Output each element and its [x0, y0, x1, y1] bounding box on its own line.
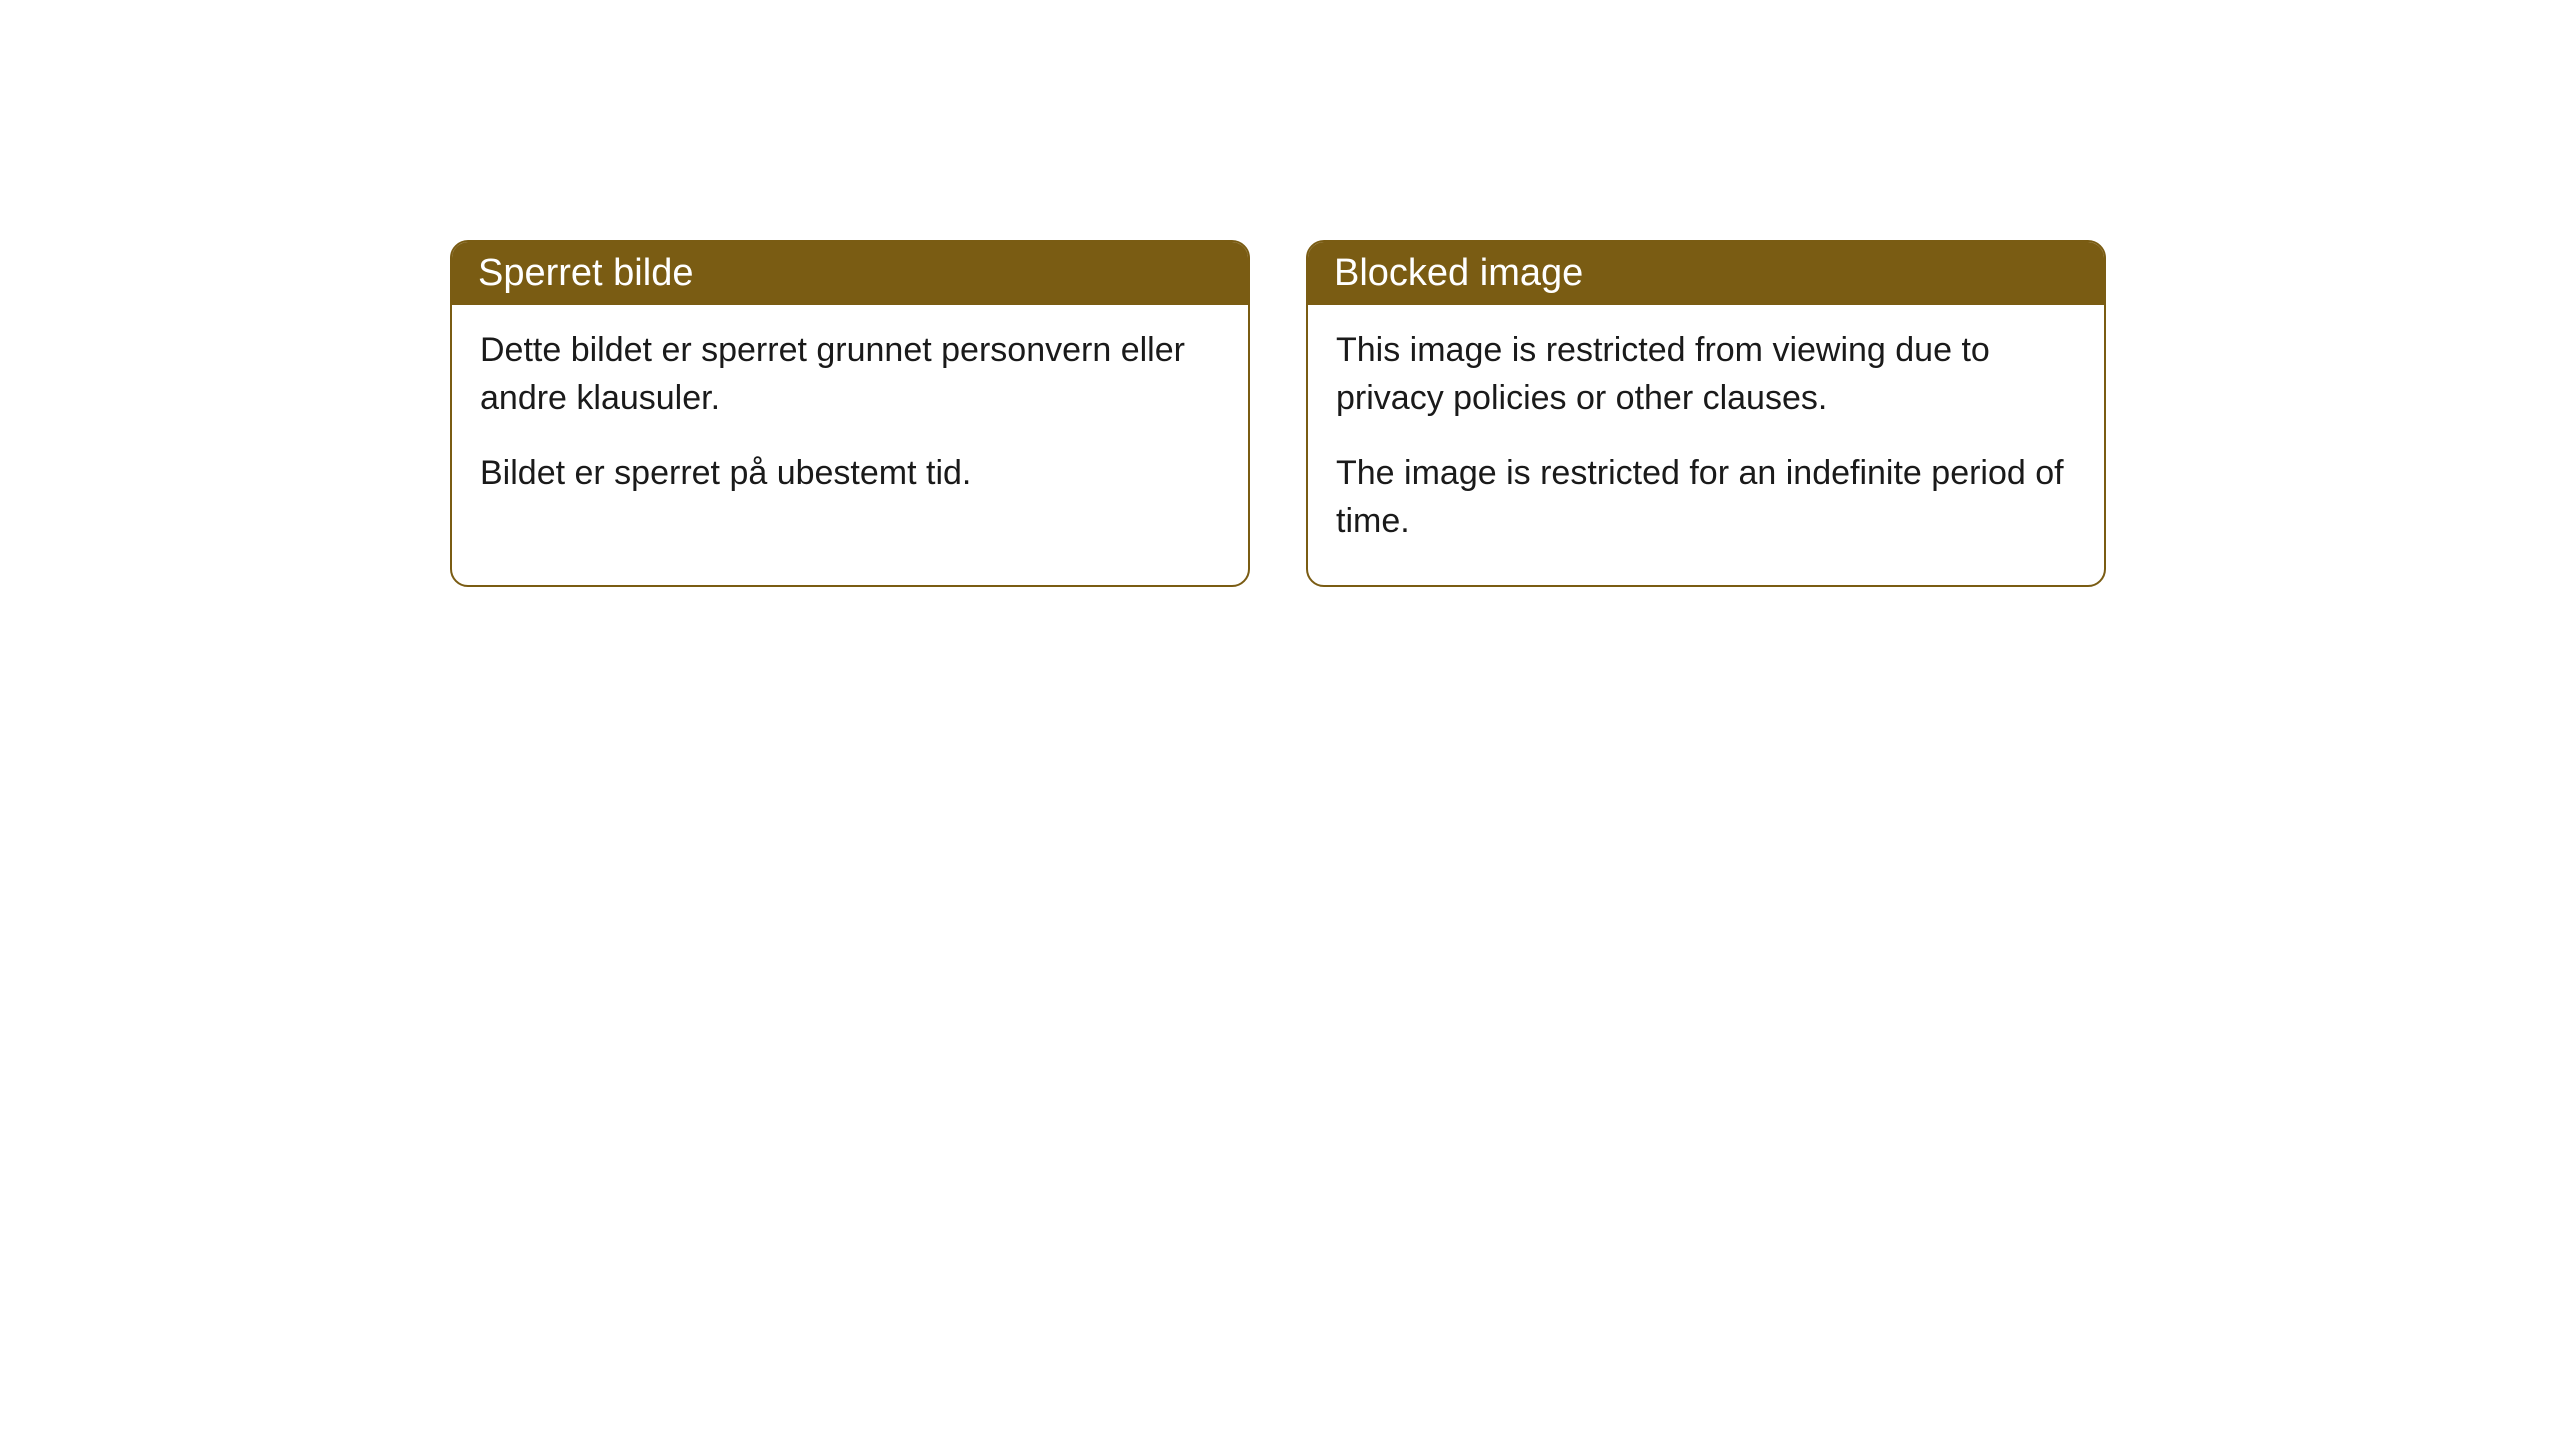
card-paragraph-1: Dette bildet er sperret grunnet personve… — [480, 327, 1220, 422]
card-title: Blocked image — [1334, 252, 1583, 294]
card-paragraph-2: Bildet er sperret på ubestemt tid. — [480, 450, 1220, 498]
blocked-image-card-english: Blocked image This image is restricted f… — [1306, 240, 2106, 587]
card-body: This image is restricted from viewing du… — [1308, 305, 2104, 585]
card-title: Sperret bilde — [478, 252, 693, 294]
card-paragraph-2: The image is restricted for an indefinit… — [1336, 450, 2076, 545]
notice-cards-container: Sperret bilde Dette bildet er sperret gr… — [0, 0, 2560, 587]
card-header: Blocked image — [1308, 242, 2104, 305]
card-body: Dette bildet er sperret grunnet personve… — [452, 305, 1248, 538]
card-paragraph-1: This image is restricted from viewing du… — [1336, 327, 2076, 422]
card-header: Sperret bilde — [452, 242, 1248, 305]
blocked-image-card-norwegian: Sperret bilde Dette bildet er sperret gr… — [450, 240, 1250, 587]
